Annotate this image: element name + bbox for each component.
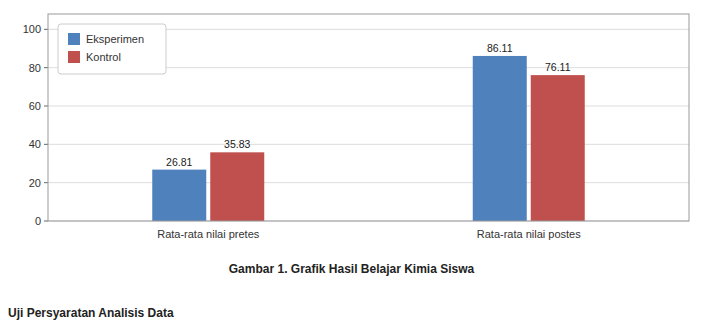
chart: 0 20 40 60 80 100 26.81 86.11 35.83 76.11 Rata-rat… — [0, 0, 703, 329]
data-label: 35.83 — [224, 138, 250, 150]
grid-line — [48, 144, 689, 145]
grid-line — [48, 106, 689, 107]
y-tick-label: 0 — [35, 215, 41, 227]
y-tick — [44, 221, 48, 222]
bar — [152, 170, 206, 221]
bar — [210, 152, 264, 221]
y-tick — [44, 106, 48, 107]
y-tick — [44, 144, 48, 145]
y-tick-label: 100 — [23, 23, 41, 35]
x-axis: Rata-rata nilai pretes Rata-rata nilai po… — [157, 228, 581, 240]
y-tick — [44, 67, 48, 68]
footer: Uji Persyaratan Analisis Data — [8, 306, 174, 320]
legend-label: Kontrol — [86, 51, 121, 63]
y-tick — [44, 29, 48, 30]
data-label: 26.81 — [166, 156, 192, 168]
legend-swatch — [68, 33, 80, 45]
bar — [531, 75, 585, 221]
chart-container: 0 20 40 60 80 100 26.81 86.11 35.83 76.11 Rata-rat… — [0, 0, 703, 329]
plot-frame — [48, 14, 689, 221]
legend-swatch — [68, 51, 80, 63]
grid-line — [48, 182, 689, 183]
y-tick-label: 40 — [29, 138, 41, 150]
y-tick-label: 80 — [29, 62, 41, 74]
y-tick-label: 60 — [29, 100, 41, 112]
data-label: 86.11 — [487, 42, 513, 54]
legend: Eksperimen Kontrol — [58, 24, 166, 74]
legend-box — [58, 24, 166, 74]
x-tick-label: Rata-rata nilai postes — [477, 228, 581, 240]
caption: Gambar 1. Grafik Hasil Belajar Kimia Sis… — [229, 262, 475, 276]
x-tick-label: Rata-rata nilai pretes — [157, 228, 260, 240]
y-tick — [44, 182, 48, 183]
legend-label: Eksperimen — [86, 33, 144, 45]
grid: 0 20 40 60 80 100 — [23, 23, 689, 227]
data-label: 76.11 — [545, 61, 571, 73]
bar — [473, 56, 527, 221]
y-tick-label: 20 — [29, 177, 41, 189]
bars — [152, 56, 585, 221]
data-labels: 26.81 86.11 35.83 76.11 — [166, 42, 571, 168]
